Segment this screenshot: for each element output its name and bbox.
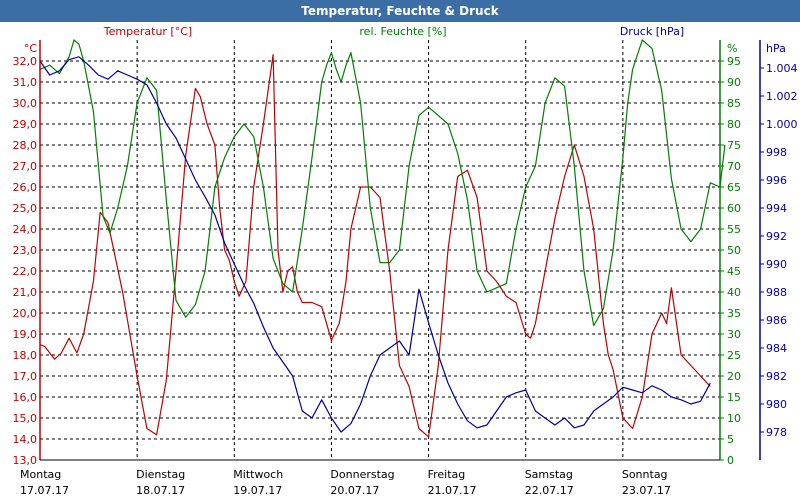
temperature-unit: °C xyxy=(24,42,38,55)
series-group xyxy=(39,39,726,438)
x-tick-day: Montag xyxy=(20,468,61,481)
temperature-tick-label: 22,0 xyxy=(13,265,38,278)
humidity-tick-label: 80 xyxy=(727,118,741,131)
temperature-tick-label: 20,0 xyxy=(13,307,38,320)
temperature-tick-label: 18,0 xyxy=(13,349,38,362)
temperature-tick-label: 27,0 xyxy=(13,160,38,173)
temperature-tick-label: 24,0 xyxy=(13,223,38,236)
pressure-tick-label: 990 xyxy=(766,258,787,271)
pressure-tick-label: 982 xyxy=(766,370,787,383)
pressure-axis-title: Druck [hPa] xyxy=(620,25,684,38)
pressure-tick-label: 988 xyxy=(766,286,787,299)
pressure-tick-label: 998 xyxy=(766,146,787,159)
humidity-tick-label: 90 xyxy=(727,76,741,89)
pressure-tick-label: 1.000 xyxy=(766,118,798,131)
humidity-line xyxy=(39,39,726,327)
pressure-tick-label: 986 xyxy=(766,314,787,327)
temperature-tick-label: 14,0 xyxy=(13,433,38,446)
temperature-tick-label: 15,0 xyxy=(13,412,38,425)
axis-labels: 13,0 14,0 15,0 16,0 17,0 18,0 19,0 20,0 21,0 22,0… xyxy=(13,25,798,497)
axes xyxy=(39,40,764,461)
humidity-unit: % xyxy=(727,42,737,55)
temperature-tick-label: 13,0 xyxy=(13,454,38,467)
humidity-tick-label: 20 xyxy=(727,370,741,383)
x-tick-day: Donnerstag xyxy=(330,468,394,481)
line-chart: 13,0 14,0 15,0 16,0 17,0 18,0 19,0 20,0 21,0 22,0… xyxy=(0,22,800,500)
x-tick-day: Mittwoch xyxy=(233,468,283,481)
humidity-tick-label: 35 xyxy=(727,307,741,320)
humidity-tick-label: 85 xyxy=(727,97,741,110)
x-tick-date: 18.07.17 xyxy=(136,484,185,497)
temperature-tick-label: 21,0 xyxy=(13,286,38,299)
x-tick-date: 22.07.17 xyxy=(525,484,574,497)
temperature-tick-label: 26,0 xyxy=(13,181,38,194)
pressure-tick-label: 992 xyxy=(766,230,787,243)
pressure-tick-label: 980 xyxy=(766,398,787,411)
humidity-tick-label: 95 xyxy=(727,55,741,68)
temperature-line xyxy=(39,54,711,438)
x-tick-day: Sonntag xyxy=(622,468,668,481)
pressure-line xyxy=(39,56,711,433)
humidity-tick-label: 55 xyxy=(727,223,741,236)
x-tick-date: 23.07.17 xyxy=(622,484,671,497)
pressure-tick-label: 984 xyxy=(766,342,787,355)
pressure-tick-label: 1.004 xyxy=(766,62,798,75)
temperature-tick-label: 28,0 xyxy=(13,139,38,152)
humidity-tick-label: 25 xyxy=(727,349,741,362)
humidity-tick-label: 70 xyxy=(727,160,741,173)
temperature-tick-label: 29,0 xyxy=(13,118,38,131)
temperature-tick-label: 31,0 xyxy=(13,76,38,89)
x-tick-day: Samstag xyxy=(525,468,573,481)
humidity-tick-label: 30 xyxy=(727,328,741,341)
humidity-tick-label: 5 xyxy=(727,433,734,446)
pressure-tick-label: 996 xyxy=(766,174,787,187)
x-tick-day: Freitag xyxy=(428,468,466,481)
pressure-unit: hPa xyxy=(766,42,786,55)
humidity-tick-label: 75 xyxy=(727,139,741,152)
pressure-tick-label: 1.002 xyxy=(766,90,798,103)
humidity-tick-label: 0 xyxy=(727,454,734,467)
humidity-tick-label: 50 xyxy=(727,244,741,257)
humidity-tick-label: 10 xyxy=(727,412,741,425)
humidity-tick-label: 60 xyxy=(727,202,741,215)
humidity-tick-label: 15 xyxy=(727,391,741,404)
temperature-tick-label: 19,0 xyxy=(13,328,38,341)
grid xyxy=(40,40,720,460)
pressure-tick-label: 994 xyxy=(766,202,787,215)
temperature-tick-label: 16,0 xyxy=(13,391,38,404)
humidity-tick-label: 45 xyxy=(727,265,741,278)
temperature-tick-label: 17,0 xyxy=(13,370,38,383)
x-tick-date: 19.07.17 xyxy=(233,484,282,497)
x-tick-date: 17.07.17 xyxy=(20,484,69,497)
temperature-tick-label: 23,0 xyxy=(13,244,38,257)
x-tick-day: Dienstag xyxy=(136,468,185,481)
x-tick-date: 21.07.17 xyxy=(428,484,477,497)
pressure-tick-label: 978 xyxy=(766,426,787,439)
temperature-tick-label: 30,0 xyxy=(13,97,38,110)
x-tick-date: 20.07.17 xyxy=(330,484,379,497)
humidity-tick-label: 40 xyxy=(727,286,741,299)
temperature-tick-label: 32,0 xyxy=(13,55,38,68)
humidity-tick-label: 65 xyxy=(727,181,741,194)
temperature-axis-title: Temperatur [°C] xyxy=(103,25,192,38)
humidity-axis-title: rel. Feuchte [%] xyxy=(359,25,446,38)
temperature-tick-label: 25,0 xyxy=(13,202,38,215)
chart-title: Temperatur, Feuchte & Druck xyxy=(0,0,800,22)
